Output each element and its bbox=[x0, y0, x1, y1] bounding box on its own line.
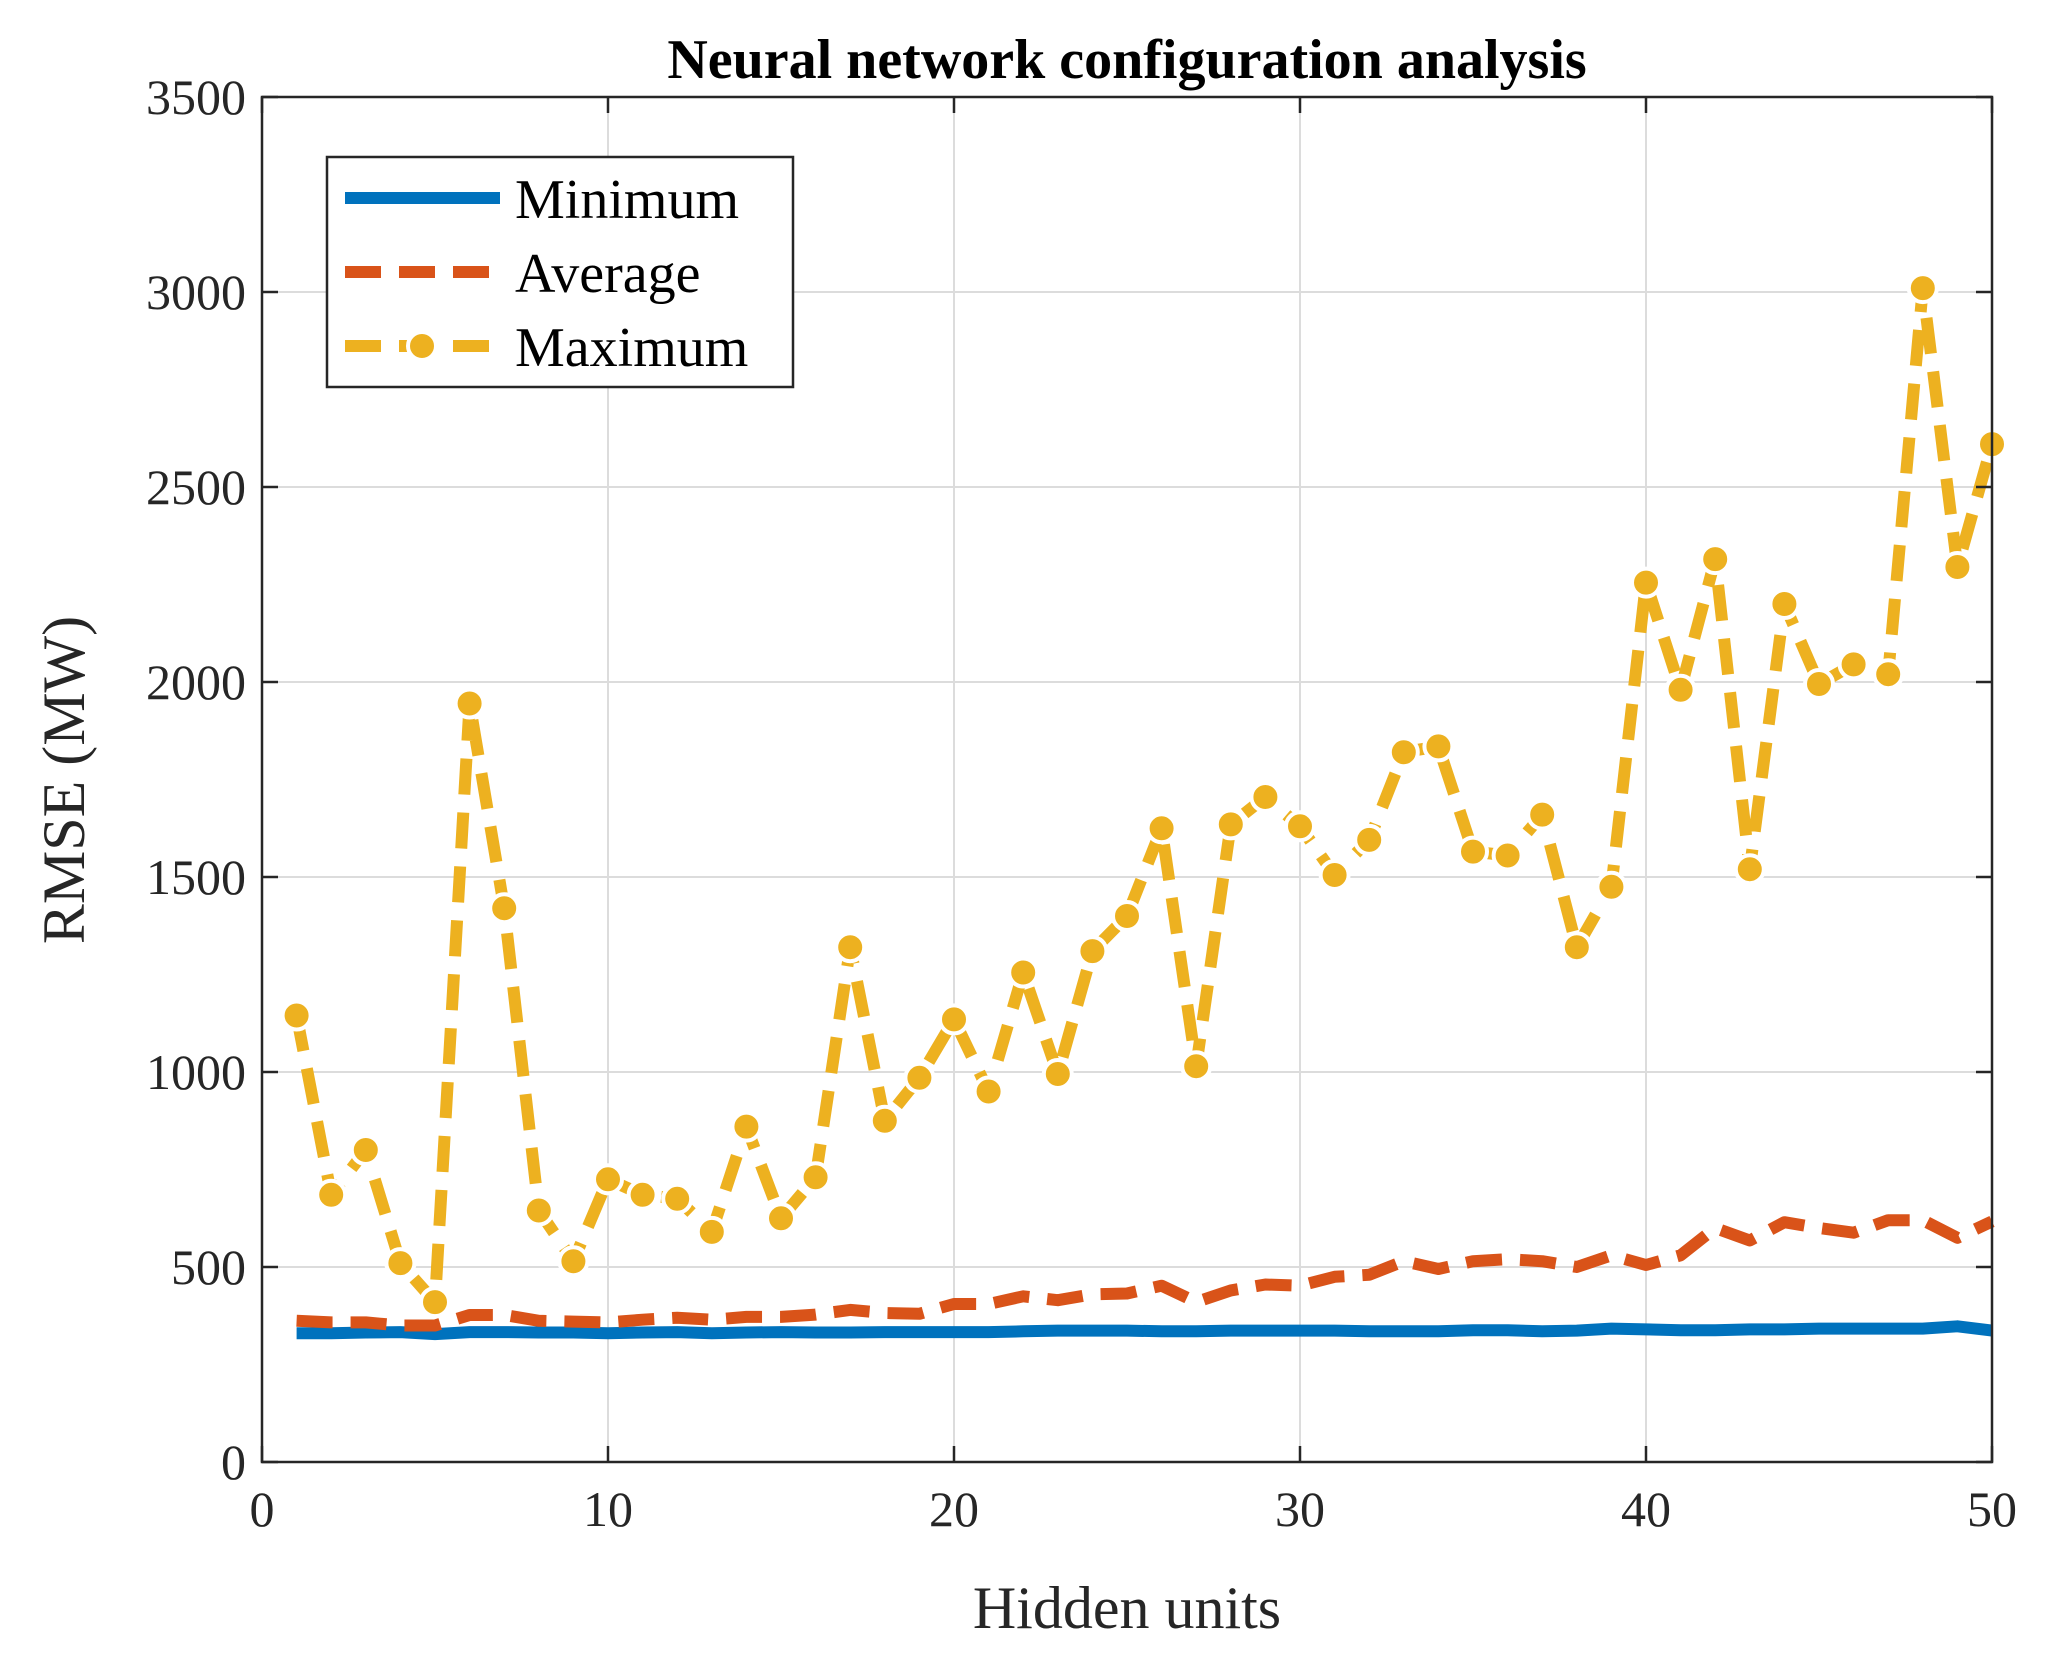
data-point-maximum bbox=[1353, 823, 1386, 856]
x-tick-label: 0 bbox=[250, 1481, 275, 1537]
data-point-maximum bbox=[1630, 566, 1662, 599]
data-point-maximum bbox=[280, 999, 313, 1032]
y-tick-label: 0 bbox=[221, 1434, 246, 1490]
data-point-maximum bbox=[1145, 812, 1178, 845]
legend-item-minimum: Minimum bbox=[345, 169, 739, 231]
chart-title: Neural network configuration analysis bbox=[667, 29, 1586, 91]
data-point-maximum bbox=[1595, 870, 1628, 903]
data-point-maximum bbox=[972, 1075, 1005, 1108]
legend-label-minimum: Minimum bbox=[515, 169, 739, 231]
data-point-maximum bbox=[1872, 658, 1905, 691]
data-point-maximum bbox=[349, 1134, 382, 1166]
data-point-maximum bbox=[557, 1245, 590, 1278]
series-line-average bbox=[296, 1214, 1995, 1332]
data-point-maximum bbox=[1387, 736, 1420, 769]
tick-marks bbox=[260, 95, 1994, 1464]
legend: Minimum Average Maximum bbox=[325, 155, 795, 389]
y-tick-label: 3500 bbox=[146, 69, 246, 125]
data-point-maximum bbox=[695, 1215, 728, 1248]
data-point-maximum bbox=[938, 1003, 970, 1036]
data-point-maximum bbox=[1906, 272, 1939, 305]
data-point-maximum bbox=[799, 1161, 832, 1194]
data-point-maximum bbox=[1768, 588, 1801, 620]
data-point-maximum bbox=[1733, 853, 1766, 886]
legend-item-average: Average bbox=[345, 243, 701, 305]
x-tick-label: 30 bbox=[1275, 1481, 1325, 1537]
data-point-maximum bbox=[1076, 935, 1109, 968]
data-point-maximum bbox=[592, 1163, 624, 1196]
data-point-maximum bbox=[384, 1247, 417, 1280]
data-point-maximum bbox=[834, 931, 867, 964]
data-point-maximum bbox=[1214, 808, 1247, 841]
legend-label-average: Average bbox=[515, 243, 701, 305]
data-point-maximum bbox=[1526, 798, 1559, 831]
axes-box bbox=[260, 95, 1994, 1464]
x-tick-label: 20 bbox=[929, 1481, 979, 1537]
data-point-maximum bbox=[1457, 835, 1489, 868]
data-point-maximum bbox=[1422, 730, 1455, 763]
legend-label-maximum: Maximum bbox=[515, 317, 748, 379]
data-point-maximum bbox=[1837, 648, 1870, 681]
data-point-maximum bbox=[730, 1110, 763, 1143]
data-point-maximum bbox=[453, 687, 486, 720]
y-tick-label: 2000 bbox=[146, 654, 246, 710]
plot-lines bbox=[280, 272, 2008, 1341]
data-point-maximum bbox=[1699, 543, 1732, 576]
grid-lines bbox=[262, 97, 1992, 1462]
y-tick-label: 1000 bbox=[146, 1044, 246, 1100]
data-point-maximum bbox=[661, 1182, 694, 1215]
data-point-maximum bbox=[1007, 956, 1040, 989]
x-tick-label: 10 bbox=[583, 1481, 633, 1537]
legend-item-maximum: Maximum bbox=[345, 317, 748, 379]
data-point-maximum bbox=[488, 892, 521, 925]
data-point-maximum bbox=[1560, 931, 1593, 964]
y-tick-label: 1500 bbox=[146, 849, 246, 905]
x-tick-label: 50 bbox=[1967, 1481, 2017, 1537]
y-axis-label: RMSE (MW) bbox=[31, 616, 97, 944]
data-point-maximum bbox=[419, 1286, 451, 1319]
data-point-maximum bbox=[1803, 668, 1835, 700]
data-point-maximum bbox=[1318, 859, 1351, 891]
data-point-maximum bbox=[626, 1178, 659, 1211]
x-axis-label: Hidden units bbox=[973, 1575, 1281, 1641]
legend-marker-maximum bbox=[406, 330, 438, 362]
x-tick-label: 40 bbox=[1621, 1481, 1671, 1537]
data-point-maximum bbox=[1111, 900, 1143, 932]
data-point-maximum bbox=[1941, 551, 1974, 583]
y-tick-label: 3000 bbox=[146, 264, 246, 320]
data-point-maximum bbox=[765, 1202, 797, 1235]
y-tick-label: 2500 bbox=[146, 459, 246, 515]
data-point-maximum bbox=[315, 1178, 348, 1211]
data-point-maximum bbox=[522, 1194, 555, 1227]
data-point-maximum bbox=[1249, 781, 1282, 813]
data-point-maximum bbox=[1491, 839, 1524, 872]
data-point-maximum bbox=[1180, 1050, 1213, 1083]
data-point-maximum bbox=[903, 1061, 936, 1094]
data-point-maximum bbox=[1664, 673, 1697, 706]
data-point-maximum bbox=[1041, 1058, 1074, 1090]
data-point-maximum bbox=[1284, 810, 1316, 843]
series-line-minimum bbox=[296, 1320, 1993, 1341]
data-point-maximum bbox=[868, 1104, 901, 1137]
y-tick-label: 500 bbox=[171, 1239, 246, 1295]
